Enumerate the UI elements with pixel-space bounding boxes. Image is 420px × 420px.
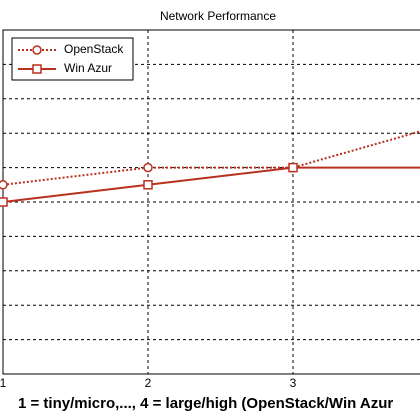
legend-marker — [32, 64, 42, 74]
legend-marker — [32, 45, 42, 55]
point — [0, 180, 8, 190]
x-tick-label: 2 — [145, 376, 152, 390]
x-tick-label: 3 — [290, 376, 297, 390]
chart-title: Network Performance — [160, 9, 276, 23]
x-axis-label: 1 = tiny/micro,..., 4 = large/high (Open… — [18, 395, 393, 412]
legend-label: Win Azur — [64, 61, 112, 75]
x-tick-label: 1 — [0, 376, 7, 390]
point — [143, 162, 153, 173]
line — [2, 166, 420, 203]
legend-label: OpenStack — [64, 42, 124, 56]
point — [143, 180, 153, 190]
line — [2, 130, 420, 186]
legend-box — [11, 37, 134, 81]
point — [288, 162, 298, 173]
point — [0, 197, 8, 207]
